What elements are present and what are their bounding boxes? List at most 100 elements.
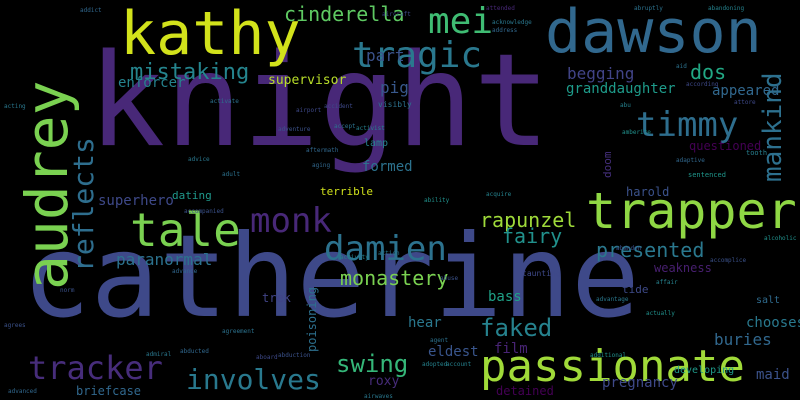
word: mei bbox=[428, 1, 494, 42]
word: amberite bbox=[622, 129, 651, 136]
word: tracker bbox=[28, 349, 163, 387]
word: superhero bbox=[98, 193, 174, 209]
word: admiral bbox=[146, 351, 172, 358]
word: advance bbox=[172, 268, 198, 275]
word: timmy bbox=[636, 105, 739, 145]
word: briefcase bbox=[76, 384, 142, 398]
word: aging bbox=[312, 162, 331, 169]
word: begging bbox=[567, 64, 635, 83]
word: doom bbox=[601, 151, 614, 179]
word: aircraft bbox=[382, 11, 411, 18]
word: poisoning bbox=[305, 286, 319, 352]
word: tide bbox=[622, 283, 649, 296]
word: advice bbox=[188, 156, 210, 163]
word: damien bbox=[324, 229, 447, 269]
word: terrible bbox=[320, 185, 373, 198]
word: sentenced bbox=[688, 171, 726, 179]
word: monk bbox=[250, 201, 332, 241]
word: advanced bbox=[8, 388, 37, 395]
word: abandon bbox=[616, 245, 642, 252]
word: knight bbox=[88, 27, 551, 176]
word: passionate bbox=[480, 341, 745, 392]
word: aftermath bbox=[306, 147, 339, 154]
word: lamp bbox=[364, 138, 389, 149]
word: hear bbox=[408, 315, 442, 331]
word: attended bbox=[486, 5, 515, 12]
word: formed bbox=[362, 159, 413, 175]
word: agreement bbox=[222, 328, 255, 335]
word: according bbox=[686, 81, 719, 88]
word: cinderella bbox=[284, 2, 405, 26]
word: trek bbox=[262, 291, 291, 305]
word: part bbox=[366, 46, 405, 65]
word: addict bbox=[80, 7, 102, 14]
word: kathy bbox=[120, 0, 301, 69]
word: reflects bbox=[67, 137, 100, 272]
word: norm bbox=[60, 287, 75, 294]
word: adopted bbox=[422, 361, 448, 368]
word: visibly bbox=[378, 100, 412, 109]
word: abu bbox=[620, 102, 631, 109]
word: address bbox=[492, 27, 518, 34]
word: chooses bbox=[746, 315, 800, 331]
word: activate bbox=[210, 98, 239, 105]
word: action bbox=[378, 250, 400, 257]
word: granddaughter bbox=[566, 81, 676, 97]
word: actually bbox=[646, 310, 675, 317]
word: appeared bbox=[712, 83, 780, 99]
word: tragic bbox=[352, 35, 483, 76]
word: additional bbox=[590, 352, 627, 359]
word: airwaves bbox=[364, 393, 393, 400]
word: abducted bbox=[180, 348, 209, 355]
word: accept bbox=[334, 123, 356, 130]
word: acting bbox=[4, 103, 26, 110]
word: activist bbox=[356, 125, 385, 132]
word: tooth bbox=[746, 149, 768, 157]
word: adventure bbox=[278, 126, 311, 133]
word: agrees bbox=[4, 322, 26, 329]
word: attore bbox=[734, 99, 756, 106]
word: abruptly bbox=[634, 5, 663, 12]
word: account bbox=[446, 361, 472, 368]
word: dos bbox=[690, 60, 727, 84]
word: dating bbox=[172, 189, 212, 202]
word: developing bbox=[674, 365, 735, 376]
word: mistaking bbox=[130, 60, 250, 85]
word: advantage bbox=[596, 296, 629, 303]
word: alcoholic bbox=[764, 235, 797, 242]
word: trapper bbox=[586, 182, 797, 240]
word: ability bbox=[424, 197, 450, 204]
word: involves bbox=[186, 363, 321, 396]
word: dawson bbox=[545, 0, 762, 67]
word: faked bbox=[480, 314, 553, 342]
word: bass bbox=[488, 289, 522, 305]
word: adaptive bbox=[676, 157, 705, 164]
word: questioned bbox=[689, 139, 762, 153]
word: abduction bbox=[278, 352, 311, 359]
word: acknowledge bbox=[492, 19, 532, 26]
word: eldest bbox=[428, 344, 479, 360]
word: harold bbox=[626, 185, 670, 199]
word: aboard bbox=[256, 354, 278, 361]
word: accomplice bbox=[710, 257, 747, 264]
word: activity bbox=[340, 254, 369, 261]
word: detained bbox=[496, 384, 554, 398]
word: maid bbox=[756, 367, 790, 383]
word: presented bbox=[596, 238, 705, 262]
word: swing bbox=[336, 350, 409, 378]
word: pregnancy bbox=[602, 375, 678, 391]
word: weakness bbox=[654, 261, 712, 275]
word: paranormal bbox=[116, 250, 213, 269]
word: roxy bbox=[368, 374, 400, 389]
word: enforcer bbox=[118, 75, 186, 91]
word: rapunzel bbox=[480, 208, 577, 232]
word: accompanied bbox=[184, 208, 224, 215]
word: pig bbox=[380, 78, 409, 97]
word: aid bbox=[676, 63, 687, 70]
word: salt bbox=[756, 295, 781, 306]
word: buries bbox=[714, 330, 772, 349]
word: accident bbox=[324, 103, 353, 110]
word: abandoning bbox=[708, 5, 745, 12]
word: film bbox=[494, 341, 528, 357]
